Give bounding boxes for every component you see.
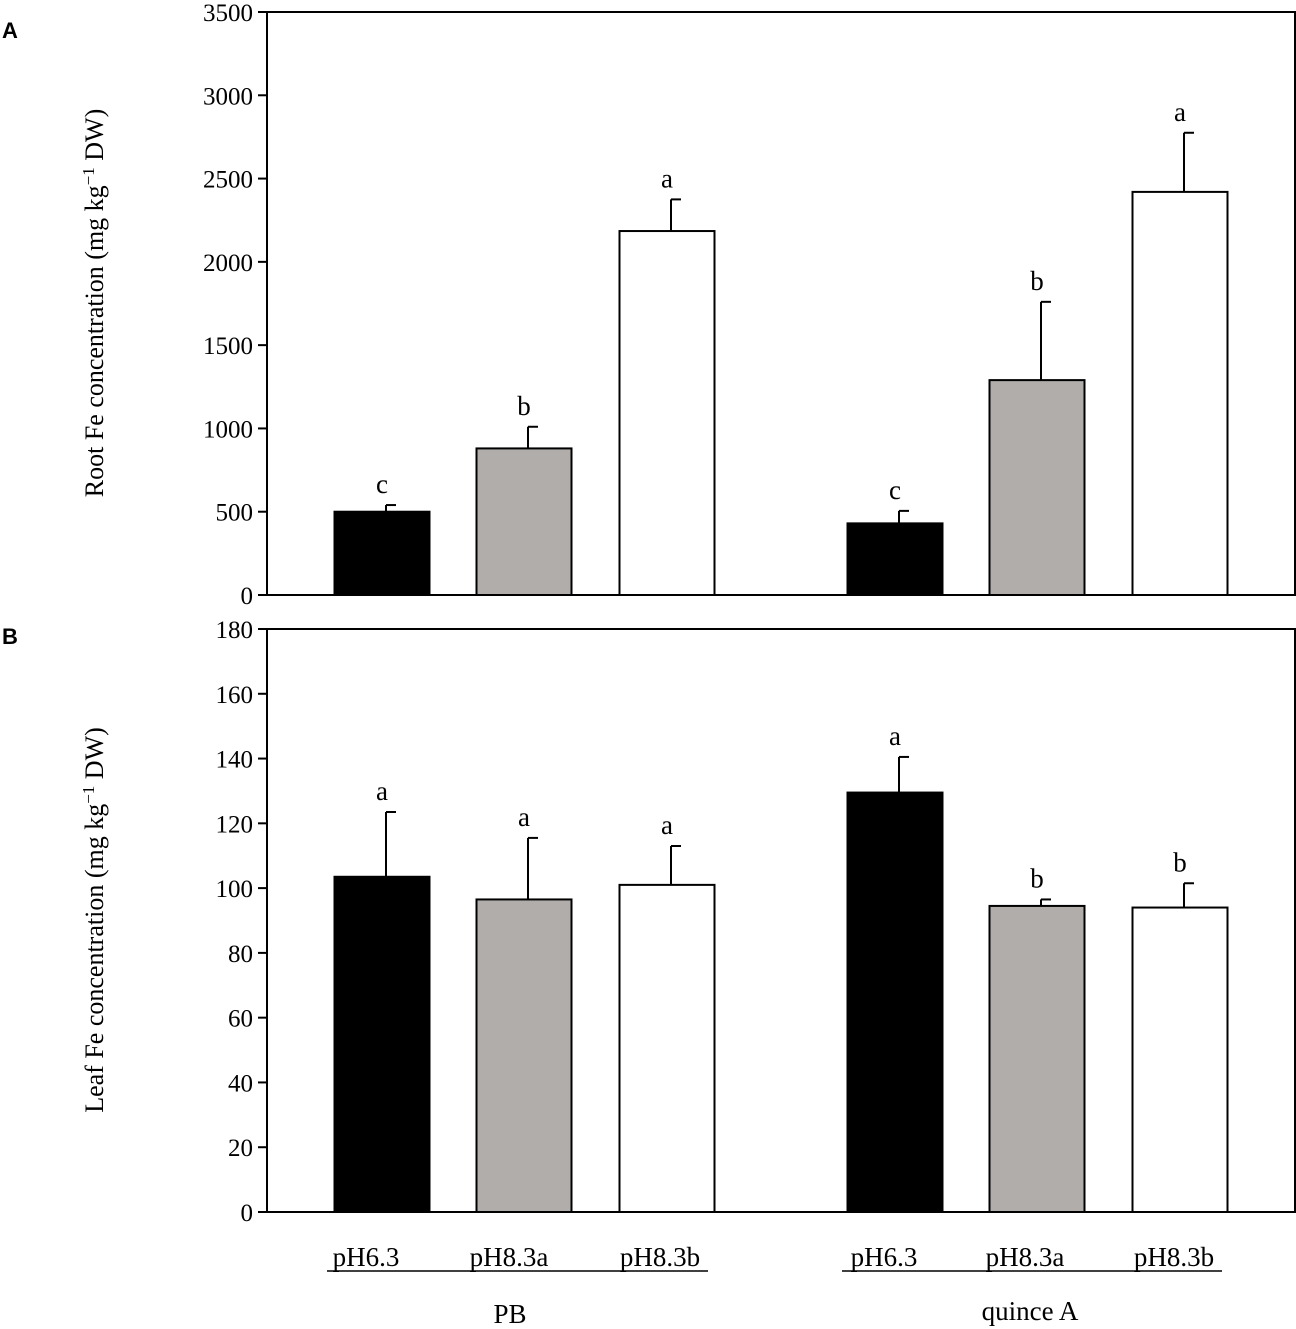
panel-a-y-tick-label: 3000 — [203, 83, 253, 110]
panel-b-y-tick-label: 0 — [241, 1200, 254, 1227]
panel-b-y-tick-label: 20 — [228, 1135, 253, 1162]
panel-b-bar — [988, 904, 1086, 1213]
panel-a-bar — [988, 379, 1086, 596]
panel-b-y-axis-label: Leaf Fe concentration (mg kg−1 DW) — [79, 727, 110, 1113]
panel-b-y-tick-label: 40 — [228, 1070, 253, 1097]
panel-b-y-tick-label: 60 — [228, 1006, 253, 1033]
panel-b-bar — [475, 898, 573, 1213]
panel-a-ylabel-main: Root Fe concentration (mg kg — [80, 185, 109, 497]
x-category-label: pH8.3b — [1134, 1242, 1214, 1272]
panel-a-significance-letter: b — [517, 391, 531, 421]
panel-b-significance-letter: b — [1030, 863, 1044, 893]
panel-a-ylabel-sup: −1 — [79, 167, 98, 185]
panel-a-significance-letter: c — [889, 475, 901, 505]
panel-a-significance-letter: c — [376, 469, 388, 499]
panel-a-label: A — [2, 18, 18, 43]
panel-b-significance-letter: a — [889, 721, 901, 751]
panel-b-y-tick-label: 120 — [216, 811, 254, 838]
x-category-label: pH6.3 — [851, 1242, 918, 1272]
panel-a-plot-frame — [266, 11, 1296, 596]
panel-a-y-tick-label: 3500 — [203, 0, 253, 27]
panel-b-ylabel-tail: DW) — [80, 727, 109, 785]
panel-a-y-tick-label: 1000 — [203, 416, 253, 443]
x-category-label: pH6.3 — [333, 1242, 400, 1272]
panel-a-significance-letter: a — [661, 163, 673, 193]
panel-a-bars: c b a c b a — [333, 97, 1229, 597]
panel-a-bar — [846, 522, 944, 596]
panel-b-label: B — [2, 624, 18, 649]
panel-b-chart: B 0 20 40 60 80 100 120 140 160 180 a a a a b b Leaf F… — [2, 617, 1296, 1227]
panel-b-bars: a a a a b b — [333, 721, 1229, 1214]
panel-b-significance-letter: a — [661, 810, 673, 840]
panel-a-y-tick-label: 0 — [241, 583, 254, 610]
panel-b-ylabel-sup: −1 — [79, 786, 98, 804]
panel-a-y-axis: 0 500 1000 1500 2000 2500 3000 3500 — [203, 0, 267, 610]
panel-a-bar — [475, 447, 573, 596]
panel-b-significance-letter: a — [376, 776, 388, 806]
panel-b-y-tick-label: 140 — [216, 747, 254, 774]
panel-b-significance-letter: b — [1173, 847, 1187, 877]
group-label-pb: PB — [493, 1299, 526, 1329]
panel-b-y-tick-label: 100 — [216, 876, 254, 903]
x-category-label: pH8.3a — [986, 1242, 1065, 1272]
group-label-quince-a: quince A — [982, 1296, 1079, 1326]
panel-b-plot-frame — [266, 628, 1296, 1213]
panel-b-bar — [618, 883, 716, 1213]
panel-b-bar — [846, 791, 944, 1213]
x-category-label: pH8.3b — [620, 1242, 700, 1272]
x-category-label: pH8.3a — [470, 1242, 549, 1272]
panel-a-bar — [1131, 190, 1229, 596]
panel-a-y-tick-label: 500 — [216, 500, 254, 527]
panel-a-chart: A 0 500 1000 1500 2000 2500 3000 3500 c b a c b a Ro… — [2, 0, 1296, 610]
panel-a-y-tick-label: 1500 — [203, 333, 253, 360]
panel-b-significance-letter: a — [518, 802, 530, 832]
panel-a-bar — [333, 510, 431, 597]
panel-a-bar — [618, 230, 716, 596]
panel-a-significance-letter: a — [1174, 97, 1186, 127]
panel-a-significance-letter: b — [1030, 266, 1044, 296]
panel-a-y-tick-label: 2500 — [203, 167, 253, 194]
panel-b-bar — [333, 875, 431, 1214]
x-axis-labels: pH6.3 pH8.3a pH8.3b PB pH6.3 pH8.3a pH8.… — [327, 1242, 1222, 1329]
panel-a-ylabel-tail: DW) — [80, 109, 109, 167]
panel-b-y-tick-label: 160 — [216, 682, 254, 709]
panel-b-y-tick-label: 80 — [228, 941, 253, 968]
panel-a-y-tick-label: 2000 — [203, 250, 253, 277]
panel-a-y-axis-label: Root Fe concentration (mg kg−1 DW) — [79, 109, 110, 498]
panel-b-ylabel-main: Leaf Fe concentration (mg kg — [80, 804, 109, 1113]
panel-b-bar — [1131, 906, 1229, 1213]
panel-b-y-tick-label: 180 — [216, 617, 254, 644]
panel-b-y-axis: 0 20 40 60 80 100 120 140 160 180 — [216, 617, 267, 1227]
